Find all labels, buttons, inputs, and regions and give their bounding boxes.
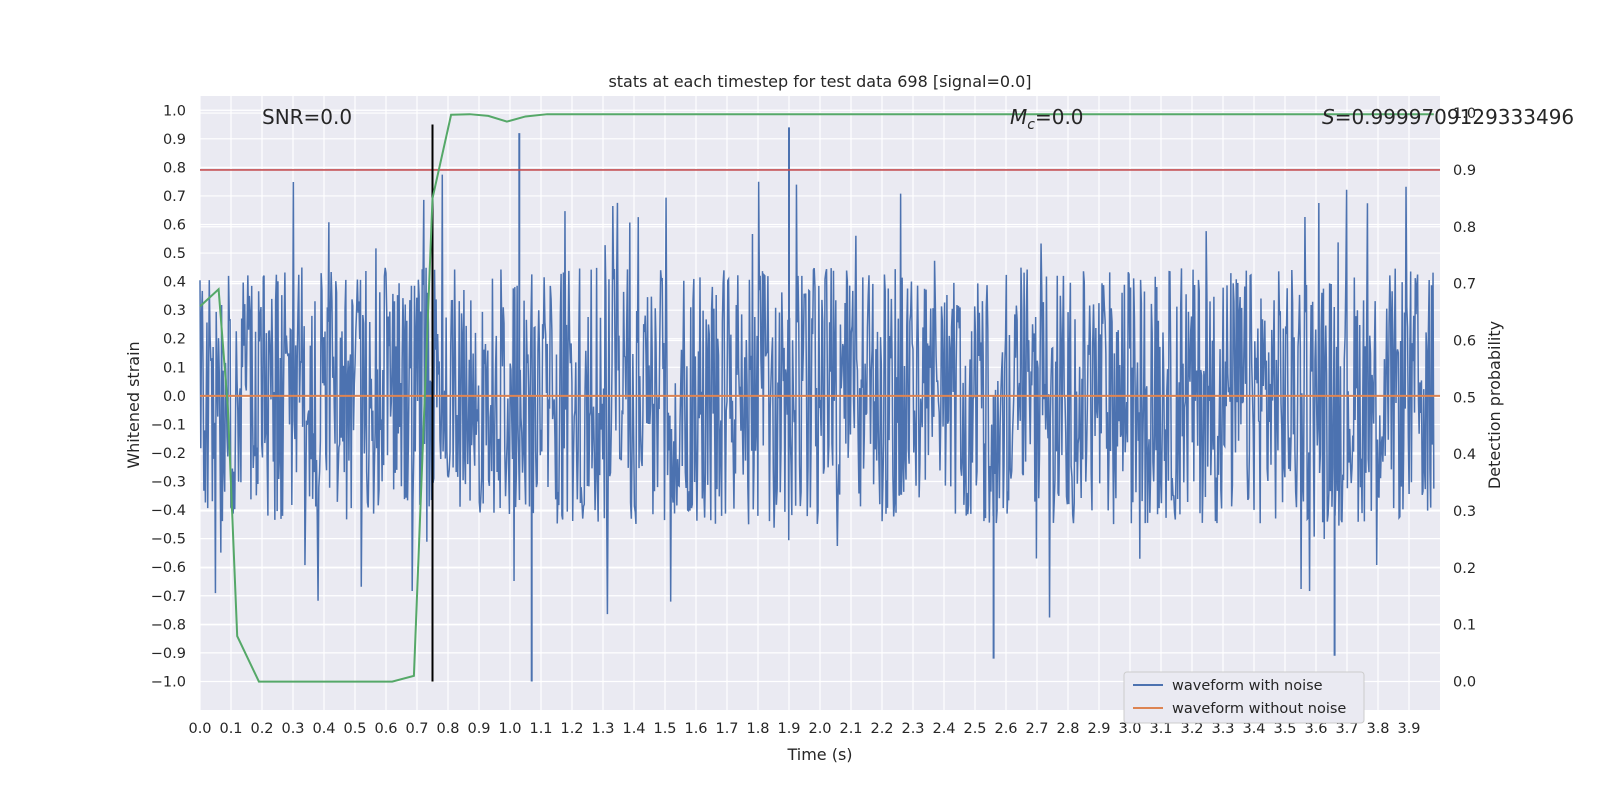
y-right-tick-label: 0.0: [1453, 675, 1476, 691]
y-left-tick-label: 0.7: [163, 189, 186, 205]
legend-label-clean: waveform without noise: [1172, 701, 1346, 717]
x-tick-label: 2.3: [901, 721, 924, 737]
y-left-tick-label: 0.9: [163, 132, 186, 148]
x-tick-label: 3.0: [1118, 721, 1141, 737]
x-tick-label: 2.1: [839, 721, 862, 737]
x-tick-label: 0.0: [188, 721, 211, 737]
x-tick-label: 0.8: [436, 721, 459, 737]
x-tick-label: 0.4: [312, 721, 335, 737]
y-left-tick-label: −0.3: [151, 475, 186, 491]
x-tick-label: 3.7: [1335, 721, 1358, 737]
y-left-tick-label: 0.0: [163, 389, 186, 405]
y-left-tick-label: −0.1: [151, 417, 186, 433]
x-tick-label: 0.2: [250, 721, 273, 737]
x-tick-label: 2.9: [1087, 721, 1110, 737]
y-left-tick-label: −0.9: [151, 646, 186, 662]
x-tick-label: 1.7: [715, 721, 738, 737]
y-left-tick-label: −0.5: [151, 532, 186, 548]
x-tick-label: 2.5: [963, 721, 986, 737]
y-left-tick-label: 0.3: [163, 303, 186, 319]
y-axis-label-right: Detection probability: [1485, 321, 1504, 489]
y-right-tick-label: 0.9: [1453, 163, 1476, 179]
y-left-tick-label: −0.6: [151, 560, 186, 576]
y-right-tick-label: 0.1: [1453, 618, 1476, 634]
y-left-tick-label: −0.2: [151, 446, 186, 462]
y-left-tick-label: 0.8: [163, 160, 186, 176]
y-right-tick-label: 0.8: [1453, 220, 1476, 236]
x-tick-label: 2.2: [870, 721, 893, 737]
x-tick-label: 2.7: [1025, 721, 1048, 737]
x-tick-label: 1.8: [746, 721, 769, 737]
x-tick-label: 0.6: [374, 721, 397, 737]
x-axis-label: Time (s): [786, 745, 852, 764]
legend-label-noise: waveform with noise: [1172, 678, 1323, 694]
y-right-tick-labels: 1.0 0.9 0.8 0.7 0.6 0.5 0.4 0.3 0.2 0.1 0.0: [1453, 106, 1476, 691]
x-tick-label: 1.1: [529, 721, 552, 737]
x-tick-label: 1.2: [560, 721, 583, 737]
x-tick-label: 2.8: [1056, 721, 1079, 737]
y-right-tick-label: 1.0: [1453, 106, 1476, 122]
x-tick-label: 2.0: [808, 721, 831, 737]
x-tick-label: 1.4: [622, 721, 645, 737]
x-tick-label: 0.5: [343, 721, 366, 737]
chirp-mass-annotation: Mc=0.0: [1010, 105, 1084, 133]
x-tick-label: 1.0: [498, 721, 521, 737]
y-right-tick-label: 0.2: [1453, 561, 1476, 577]
y-left-tick-label: 0.5: [163, 246, 186, 262]
x-tick-label: 3.3: [1211, 721, 1234, 737]
snr-annotation: SNR=0.0: [262, 105, 352, 129]
x-tick-label: 1.9: [777, 721, 800, 737]
noise-trace: [199, 174, 1435, 618]
series-detection-probability: [199, 113, 1434, 683]
x-tick-labels: 0.0 0.1 0.2 0.3 0.4 0.5 0.6 0.7 0.8 0.9 1.0 1.1 1.2 1…: [188, 721, 1420, 737]
x-tick-label: 3.4: [1242, 721, 1265, 737]
legend: waveform with noise waveform without noi…: [1123, 671, 1365, 724]
y-left-tick-label: −1.0: [151, 674, 186, 690]
y-right-tick-label: 0.7: [1453, 277, 1476, 293]
y-right-tick-label: 0.3: [1453, 504, 1476, 520]
x-tick-label: 0.3: [281, 721, 304, 737]
y-right-tick-label: 0.5: [1453, 390, 1476, 406]
x-tick-label: 3.1: [1149, 721, 1172, 737]
x-tick-label: 2.4: [932, 721, 955, 737]
score-annotation: S=0.9999709129333496: [1322, 105, 1574, 129]
x-tick-label: 0.7: [405, 721, 428, 737]
y-right-tick-label: 0.4: [1453, 447, 1476, 463]
y-left-tick-label: −0.7: [151, 589, 186, 605]
y-left-tick-label: 0.4: [163, 275, 186, 291]
x-tick-label: 3.5: [1273, 721, 1296, 737]
y-left-tick-label: 1.0: [163, 103, 186, 119]
chart-title: stats at each timestep for test data 698…: [608, 72, 1031, 91]
y-left-tick-label: −0.8: [151, 617, 186, 633]
x-tick-label: 3.2: [1180, 721, 1203, 737]
x-tick-label: 1.6: [684, 721, 707, 737]
x-tick-label: 3.8: [1366, 721, 1389, 737]
y-axis-label-left: Whitened strain: [124, 341, 143, 468]
x-tick-label: 1.3: [591, 721, 614, 737]
y-left-tick-labels: 1.0 0.9 0.8 0.7 0.6 0.5 0.4 0.3 0.2 0.1 0.0 −0.1 −0.…: [151, 103, 186, 690]
legend-box: [1123, 671, 1365, 724]
x-tick-label: 1.5: [653, 721, 676, 737]
x-tick-label: 0.1: [219, 721, 242, 737]
y-left-tick-label: 0.1: [163, 360, 186, 376]
y-left-tick-label: 0.6: [163, 218, 186, 234]
x-tick-label: 3.6: [1304, 721, 1327, 737]
x-tick-label: 2.6: [994, 721, 1017, 737]
series-waveform-with-noise: [199, 127, 1435, 682]
overlays: [199, 113, 1440, 683]
x-tick-label: 3.9: [1397, 721, 1420, 737]
x-tick-label: 0.9: [467, 721, 490, 737]
y-left-tick-label: −0.4: [151, 503, 186, 519]
y-right-tick-label: 0.6: [1453, 333, 1476, 349]
y-left-tick-label: 0.2: [163, 332, 186, 348]
